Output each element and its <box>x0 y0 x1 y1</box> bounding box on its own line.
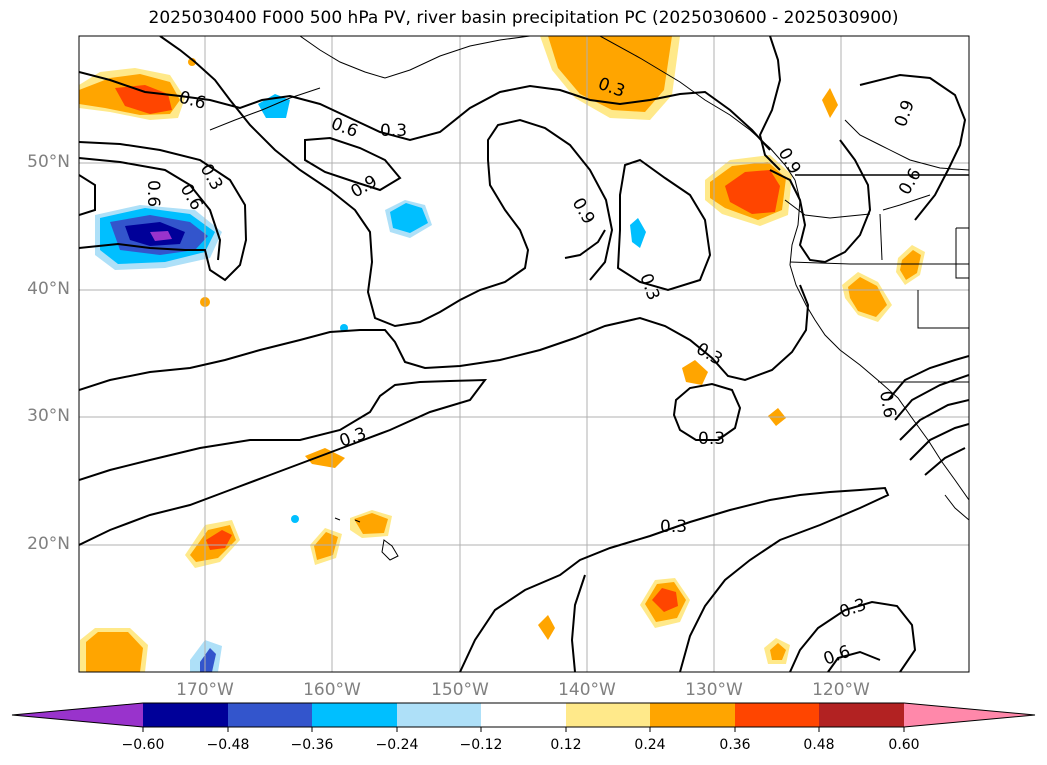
pv-contours <box>79 36 969 672</box>
colorbar-tick-label: −0.24 <box>375 737 419 753</box>
colorbar-swatch <box>650 703 735 727</box>
precip-blob <box>150 231 172 241</box>
plot-frame <box>78 35 970 673</box>
precip-blob <box>682 360 708 385</box>
colorbar-tick-label: −0.48 <box>206 737 250 753</box>
map-title: 2025030400 F000 500 hPa PV, river basin … <box>148 8 899 28</box>
contour-label: 0.3 <box>380 121 407 141</box>
colorbar-swatch <box>735 703 819 727</box>
lon-label: 160°W <box>303 680 361 700</box>
colorbar-tick-label: −0.36 <box>290 737 334 753</box>
gridlines <box>79 36 969 672</box>
precip-blob <box>770 643 786 660</box>
lat-label: 20°N <box>27 534 70 554</box>
colorbar-swatch <box>312 703 397 727</box>
precip-blob <box>305 448 345 468</box>
precip-blob <box>900 250 921 280</box>
colorbar-under-arrow <box>12 703 143 727</box>
lat-label: 30°N <box>27 406 70 426</box>
colorbar-tick-label: 0.60 <box>888 737 920 753</box>
colorbar-tick-label: −0.60 <box>121 737 165 753</box>
precip-blob <box>86 632 143 672</box>
precip-blob <box>538 615 555 640</box>
lon-label: 120°W <box>812 680 870 700</box>
contour-label: 0.3 <box>660 517 687 537</box>
precip-blob <box>291 515 299 523</box>
precip-blob <box>652 588 678 612</box>
lat-label: 50°N <box>27 152 70 172</box>
precip-blob <box>548 36 672 112</box>
precip-blob <box>115 85 172 114</box>
colorbar-tick-label: 0.48 <box>803 737 835 753</box>
contour-label: 0.3 <box>698 429 725 449</box>
precip-blob <box>848 277 887 317</box>
colorbar-swatch <box>819 703 904 727</box>
precip-blob <box>390 203 428 233</box>
lon-label: 170°W <box>176 680 234 700</box>
colorbar-tick-label: −0.12 <box>459 737 503 753</box>
coastlines <box>209 36 969 561</box>
lon-label: 130°W <box>685 680 743 700</box>
colorbar-tick-label: 0.12 <box>550 737 582 753</box>
lat-label: 40°N <box>27 279 70 299</box>
colorbar-swatch <box>566 703 650 727</box>
colorbar-swatch <box>481 703 566 727</box>
colorbar-tick-label: 0.24 <box>634 737 666 753</box>
colorbar-swatch <box>143 703 228 727</box>
precip-blob <box>630 218 646 248</box>
colorbar-swatch <box>397 703 481 727</box>
precip-blob <box>822 88 838 118</box>
colorbar-over-arrow <box>904 703 1035 727</box>
colorbar-tick-label: 0.36 <box>719 737 751 753</box>
precip-blob <box>200 648 216 672</box>
colorbar-swatch <box>228 703 312 727</box>
colorbar <box>11 702 1036 732</box>
contour-label: 0.6 <box>875 389 899 419</box>
lon-label: 140°W <box>558 680 616 700</box>
precip-blob <box>725 170 780 214</box>
precip-blobs <box>79 36 925 672</box>
lon-label: 150°W <box>431 680 489 700</box>
precip-blob <box>354 513 388 534</box>
contour-label: 0.6 <box>143 180 163 207</box>
